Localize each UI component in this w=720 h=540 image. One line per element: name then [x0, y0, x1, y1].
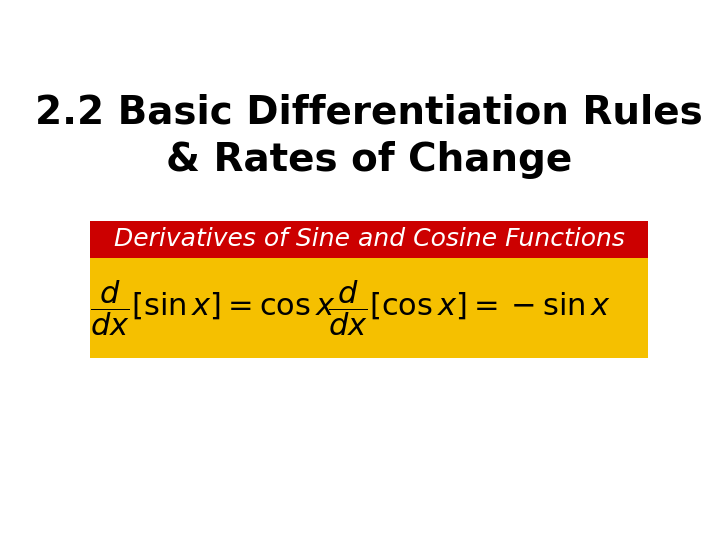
- Text: Derivatives of Sine and Cosine Functions: Derivatives of Sine and Cosine Functions: [114, 227, 624, 252]
- FancyBboxPatch shape: [90, 221, 648, 258]
- Text: $\dfrac{d}{dx}[\sin x] = \cos x$: $\dfrac{d}{dx}[\sin x] = \cos x$: [90, 278, 336, 338]
- Text: 2.2 Basic Differentiation Rules
& Rates of Change: 2.2 Basic Differentiation Rules & Rates …: [35, 94, 703, 179]
- FancyBboxPatch shape: [90, 258, 648, 358]
- Text: $\dfrac{d}{dx}[\cos x] = -\sin x$: $\dfrac{d}{dx}[\cos x] = -\sin x$: [328, 278, 611, 338]
